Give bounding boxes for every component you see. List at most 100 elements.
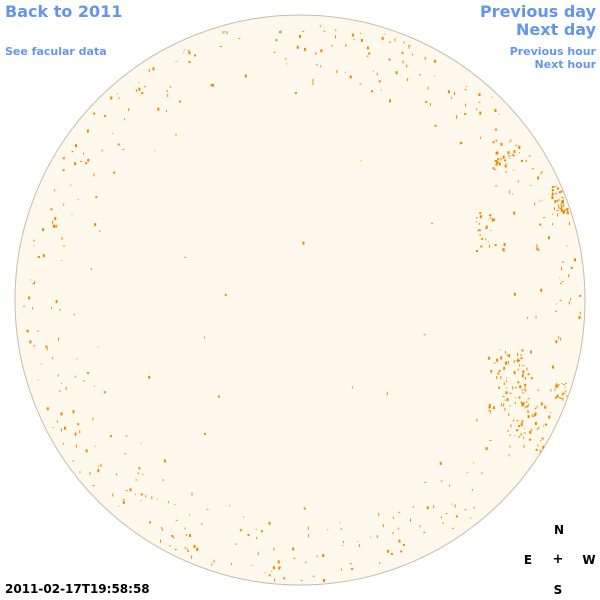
facula-spot xyxy=(138,87,141,91)
facula-spot xyxy=(222,31,224,34)
facula-spot xyxy=(545,423,547,426)
facula-spot xyxy=(476,108,478,111)
facula-spot xyxy=(59,308,61,311)
facula-spot xyxy=(478,222,480,225)
facula-spot xyxy=(485,238,487,241)
facula-spot xyxy=(473,506,475,509)
facula-spot xyxy=(509,392,512,394)
facula-spot xyxy=(223,31,226,33)
facula-spot xyxy=(514,402,516,404)
facula-spot xyxy=(353,38,355,40)
facula-spot xyxy=(57,374,59,377)
facula-spot xyxy=(488,410,491,412)
facula-spot xyxy=(188,51,191,55)
facula-spot xyxy=(174,504,176,505)
facula-spot xyxy=(503,243,506,246)
next-day-link[interactable]: Next day xyxy=(516,20,596,39)
facula-spot xyxy=(533,414,536,417)
facula-spot xyxy=(494,160,497,162)
facula-spot xyxy=(140,442,142,444)
facular-data-link[interactable]: See facular data xyxy=(5,45,107,58)
previous-hour-link[interactable]: Previous hour xyxy=(509,45,596,58)
facula-spot xyxy=(561,383,563,385)
facula-spot xyxy=(550,389,552,392)
facula-spot xyxy=(184,256,187,258)
facula-spot xyxy=(558,200,560,202)
solar-disk-icon xyxy=(14,14,586,586)
facula-spot xyxy=(296,45,299,49)
facula-spot xyxy=(537,176,540,180)
facula-spot xyxy=(100,463,102,467)
back-to-year-link[interactable]: Back to 2011 xyxy=(5,2,123,21)
facula-spot xyxy=(455,515,458,518)
facula-spot xyxy=(535,448,538,451)
facula-spot xyxy=(388,41,391,43)
facula-spot xyxy=(552,189,554,192)
previous-day-link[interactable]: Previous day xyxy=(479,2,596,21)
facula-spot xyxy=(508,413,510,417)
facula-spot xyxy=(166,90,168,92)
facula-spot xyxy=(476,221,477,223)
facula-spot xyxy=(62,169,65,172)
facula-spot xyxy=(548,415,551,419)
facula-spot xyxy=(116,473,117,476)
facula-spot xyxy=(503,403,505,407)
facula-spot xyxy=(558,336,560,340)
facula-spot xyxy=(489,217,492,219)
facula-spot xyxy=(554,186,557,187)
facula-spot xyxy=(471,488,473,491)
compass-east-label: E xyxy=(523,553,533,567)
facula-spot xyxy=(505,163,507,165)
facula-spot xyxy=(179,100,182,103)
facula-spot xyxy=(506,398,509,402)
facula-spot xyxy=(510,424,512,428)
facula-spot xyxy=(247,534,250,536)
facula-spot xyxy=(331,44,333,47)
facula-spot xyxy=(449,484,451,487)
facula-spot xyxy=(509,434,511,437)
next-hour-link[interactable]: Next hour xyxy=(534,58,597,71)
facula-spot xyxy=(72,410,75,414)
facula-spot xyxy=(368,52,371,55)
facula-spot xyxy=(76,358,78,360)
facula-spot xyxy=(112,133,114,135)
facula-spot xyxy=(504,164,507,168)
facula-spot xyxy=(517,180,519,183)
facula-spot xyxy=(234,543,237,545)
facula-spot xyxy=(160,539,161,543)
facula-spot xyxy=(109,435,112,438)
facula-spot xyxy=(33,245,35,247)
facula-spot xyxy=(124,118,125,121)
facula-spot xyxy=(419,525,421,528)
facula-spot xyxy=(60,412,63,416)
facula-spot xyxy=(524,383,527,386)
facula-spot xyxy=(275,39,278,42)
facula-spot xyxy=(238,38,241,39)
facula-spot xyxy=(494,244,497,246)
facula-spot xyxy=(323,30,326,32)
facula-spot xyxy=(496,150,498,153)
facula-spot xyxy=(552,365,554,369)
facula-spot xyxy=(509,445,511,448)
facula-spot xyxy=(556,384,559,388)
facula-spot xyxy=(527,316,529,319)
facula-spot xyxy=(523,436,524,439)
facula-spot xyxy=(507,354,509,357)
facula-spot xyxy=(327,529,329,531)
facula-spot xyxy=(536,247,539,251)
facula-spot xyxy=(135,479,138,481)
facula-spot xyxy=(521,349,524,352)
facula-spot xyxy=(479,212,482,215)
facula-spot xyxy=(570,298,572,301)
facula-spot xyxy=(492,406,495,410)
facula-spot xyxy=(203,433,206,435)
facula-spot xyxy=(398,511,401,513)
facula-spot xyxy=(551,186,554,189)
facula-spot xyxy=(299,35,301,38)
facula-spot xyxy=(344,71,346,73)
facula-spot xyxy=(570,266,573,269)
facula-spot xyxy=(562,383,565,385)
facula-spot xyxy=(565,382,567,384)
facula-spot xyxy=(562,392,565,395)
facula-spot xyxy=(527,415,530,419)
